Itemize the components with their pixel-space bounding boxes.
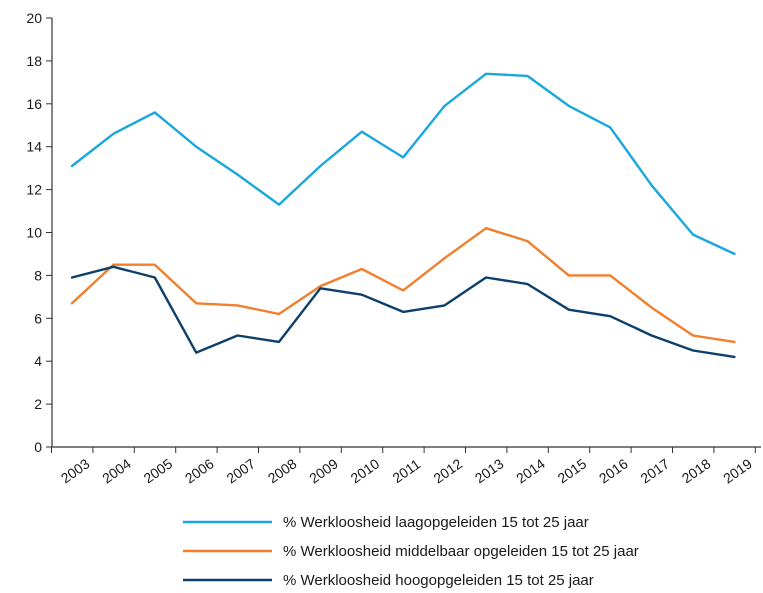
y-tick-label: 6 — [34, 310, 42, 326]
series-line-2 — [70, 265, 736, 359]
y-tick-label: 0 — [34, 439, 42, 455]
y-tick-label: 8 — [34, 267, 42, 283]
legend: % Werkloosheid laagopgeleiden 15 tot 25 … — [183, 514, 639, 589]
y-tick-label: 2 — [34, 396, 42, 412]
x-tick-label: 2018 — [679, 455, 714, 486]
x-tick-label: 2019 — [720, 455, 755, 486]
legend-item: % Werkloosheid middelbaar opgeleiden 15 … — [183, 543, 639, 560]
x-tick-label: 2007 — [223, 455, 258, 486]
legend-label: % Werkloosheid middelbaar opgeleiden 15 … — [283, 543, 639, 560]
legend-item: % Werkloosheid hoogopgeleiden 15 tot 25 … — [183, 572, 594, 589]
x-tick-label: 2016 — [596, 455, 631, 486]
legend-label: % Werkloosheid laagopgeleiden 15 tot 25 … — [283, 514, 589, 531]
x-tick-label: 2009 — [306, 455, 341, 486]
y-tick-label: 10 — [26, 225, 42, 241]
y-tick-label: 18 — [26, 53, 42, 69]
series-lines — [70, 72, 736, 359]
x-tick-label: 2014 — [513, 455, 548, 486]
x-tick-label: 2010 — [348, 455, 383, 486]
x-tick-label: 2011 — [389, 456, 423, 486]
y-tick-label: 16 — [26, 96, 42, 112]
x-tick-label: 2015 — [555, 455, 590, 486]
series-line-1 — [70, 226, 736, 344]
x-tick-label: 2005 — [141, 455, 176, 486]
y-tick-label: 20 — [26, 10, 42, 26]
y-tick-label: 4 — [34, 353, 42, 369]
x-tick-label: 2008 — [265, 455, 300, 486]
y-tick-label: 14 — [26, 139, 42, 155]
x-tick-label: 2006 — [182, 455, 217, 486]
y-tick-label: 12 — [26, 182, 42, 198]
x-tick-label: 2004 — [99, 455, 134, 486]
x-tick-label: 2013 — [472, 455, 507, 486]
x-tick-label: 2012 — [430, 455, 465, 486]
x-tick-label: 2003 — [58, 455, 93, 486]
x-tick-label: 2017 — [637, 455, 672, 486]
legend-label: % Werkloosheid hoogopgeleiden 15 tot 25 … — [283, 572, 594, 589]
series-line-0 — [70, 72, 736, 256]
legend-item: % Werkloosheid laagopgeleiden 15 tot 25 … — [183, 514, 589, 531]
